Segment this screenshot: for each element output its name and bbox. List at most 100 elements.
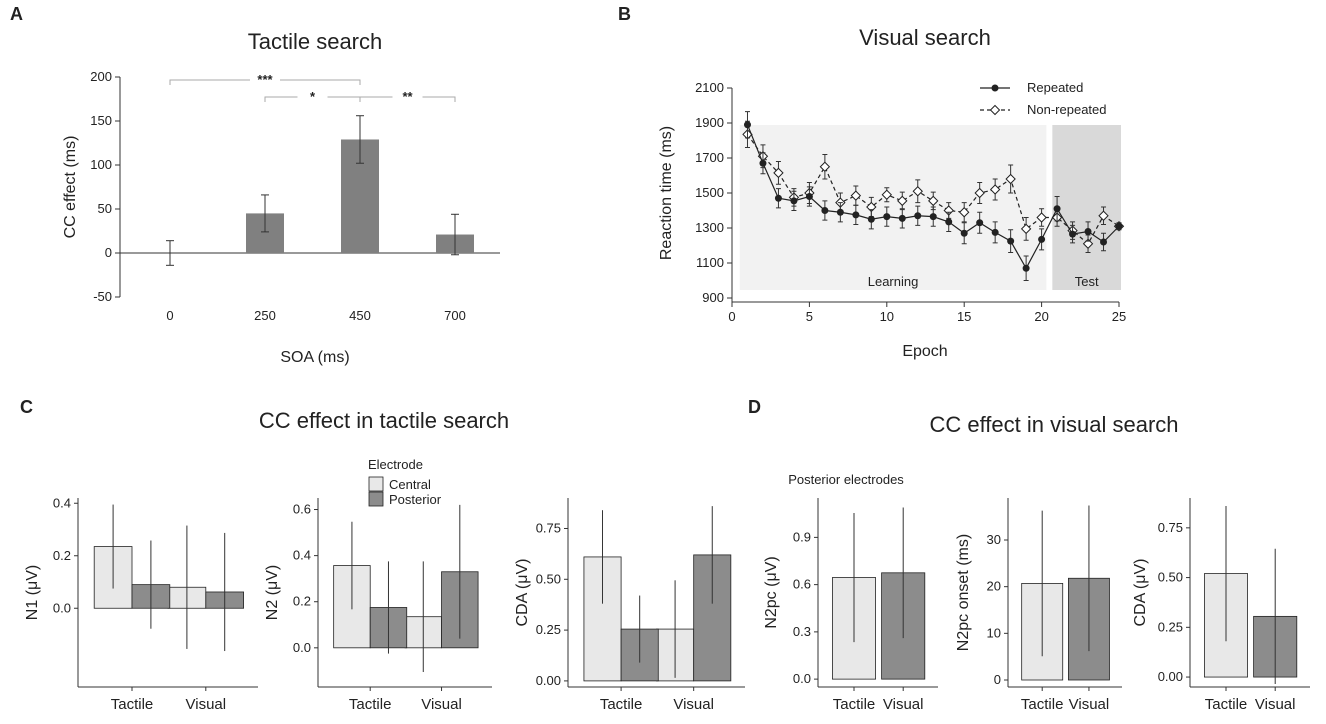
x-tick-label: Visual <box>1255 696 1296 713</box>
legend-label-repeated: Repeated <box>1027 80 1083 95</box>
y-tick-label: 0.9 <box>793 529 811 544</box>
x-axis-label: Epoch <box>902 343 947 360</box>
y-tick-label: 200 <box>90 69 112 84</box>
phase-label-test: Test <box>1075 274 1099 289</box>
y-tick-label: 20 <box>987 579 1001 594</box>
point-repeated <box>836 208 844 216</box>
y-tick-label: 0.3 <box>793 624 811 639</box>
x-tick-label: 5 <box>806 309 813 324</box>
significance-bracket <box>169 79 361 85</box>
y-tick-label: 1500 <box>695 185 724 200</box>
chart-d-n2pc-onset: 0 10 20 30 Tactile Visual N2pc onset (ms) <box>955 498 1122 713</box>
legend-swatch-central <box>368 476 384 492</box>
panel-letter-c: C <box>20 397 33 417</box>
x-tick-label: Tactile <box>111 696 154 713</box>
x-tick-label: Visual <box>421 696 462 713</box>
point-non-repeated <box>773 167 784 179</box>
electrode-legend-title: Electrode <box>368 457 423 472</box>
panel-d-title: CC effect in visual search <box>929 412 1178 437</box>
x-tick-label: 0 <box>166 308 173 323</box>
y-tick-label: 0.4 <box>293 548 311 563</box>
point-repeated <box>1053 205 1061 213</box>
y-tick-label: 0.25 <box>536 622 561 637</box>
panel-c-title: CC effect in tactile search <box>259 408 509 433</box>
chart-d-cda: 0.00 0.25 0.50 0.75 Tactile Visual CDA (μV) <box>1132 498 1310 713</box>
x-tick-label: 0 <box>728 309 735 324</box>
chart-c-n1: 0.0 0.2 0.4 Tactile Visual N1 (μV) <box>24 495 258 713</box>
x-tick-label: Visual <box>883 696 924 713</box>
point-repeated <box>821 207 829 214</box>
point-repeated <box>1084 228 1092 235</box>
y-tick-label: 2100 <box>695 80 724 95</box>
panel-letter-d: D <box>748 397 761 417</box>
phase-label-learning: Learning <box>868 274 919 289</box>
point-repeated <box>960 229 968 237</box>
point-non-repeated <box>928 195 939 207</box>
point-repeated <box>759 159 767 167</box>
x-tick-label: Tactile <box>349 696 392 713</box>
legend-marker-repeated <box>991 84 999 92</box>
point-non-repeated <box>819 161 831 172</box>
point-repeated <box>945 218 953 226</box>
point-non-repeated <box>897 195 908 207</box>
y-tick-label: 0.0 <box>293 640 311 655</box>
point-repeated <box>867 215 875 223</box>
x-tick-label: Tactile <box>833 696 876 713</box>
x-tick-label: 700 <box>444 308 466 323</box>
panel-a-title: Tactile search <box>248 29 383 54</box>
y-tick-label: 0 <box>105 245 112 260</box>
y-tick-label: 10 <box>987 625 1001 640</box>
point-non-repeated <box>1036 212 1047 223</box>
y-tick-label: 0.2 <box>293 594 311 609</box>
y-axis-label: N2pc (μV) <box>763 556 780 628</box>
y-tick-label: -50 <box>93 289 112 304</box>
point-repeated <box>1038 235 1046 243</box>
point-repeated <box>743 121 751 129</box>
x-tick-label: 25 <box>1112 309 1126 324</box>
visual-legend: Repeated Non-repeated <box>980 80 1107 117</box>
chart-visual-search: Learning Test 900 1100 1300 1500 1700 1900 2100 0… <box>658 80 1126 360</box>
point-repeated <box>976 219 984 227</box>
y-axis-label: N2pc onset (ms) <box>955 534 972 651</box>
legend-label-non-repeated: Non-repeated <box>1027 102 1107 117</box>
chart-d-n2pc: 0.0 0.3 0.6 0.9 Tactile Visual N2pc (μV) <box>763 498 938 713</box>
point-repeated <box>991 228 999 236</box>
x-tick-label: 10 <box>880 309 894 324</box>
y-tick-label: 0.75 <box>536 520 561 535</box>
x-tick-label: Visual <box>1069 696 1110 713</box>
y-tick-label: 0.25 <box>1158 619 1183 634</box>
y-tick-label: 150 <box>90 113 112 128</box>
significance-bracket <box>359 96 456 102</box>
x-axis-label: SOA (ms) <box>280 349 349 366</box>
point-non-repeated <box>1098 210 1109 221</box>
point-non-repeated <box>1020 223 1032 235</box>
y-axis-label: CC effect (ms) <box>62 136 79 239</box>
point-repeated <box>1115 222 1123 230</box>
y-tick-label: 30 <box>987 532 1001 547</box>
x-tick-label: 450 <box>349 308 371 323</box>
y-tick-label: 0.75 <box>1158 520 1183 535</box>
panel-letter-b: B <box>618 4 631 24</box>
point-repeated <box>883 213 891 221</box>
point-non-repeated <box>958 207 970 218</box>
legend-label-posterior: Posterior <box>389 492 442 507</box>
y-tick-label: 1100 <box>696 255 724 270</box>
point-repeated <box>790 197 798 205</box>
x-tick-label: Visual <box>186 696 227 713</box>
point-repeated <box>852 211 860 219</box>
y-tick-label: 0.50 <box>536 571 561 586</box>
panel-b-title: Visual search <box>859 25 991 50</box>
x-tick-label: Tactile <box>1021 696 1064 713</box>
phase-background-test <box>1052 125 1121 290</box>
point-repeated <box>929 213 937 221</box>
point-non-repeated <box>1005 173 1016 185</box>
y-tick-label: 100 <box>90 157 112 172</box>
point-repeated <box>774 194 782 202</box>
y-tick-label: 0.4 <box>53 495 71 510</box>
y-tick-label: 0.0 <box>793 671 811 686</box>
x-tick-label: 250 <box>254 308 276 323</box>
significance-label: ** <box>402 89 413 104</box>
legend-marker-non-repeated <box>989 104 1001 116</box>
y-tick-label: 1300 <box>695 220 724 235</box>
